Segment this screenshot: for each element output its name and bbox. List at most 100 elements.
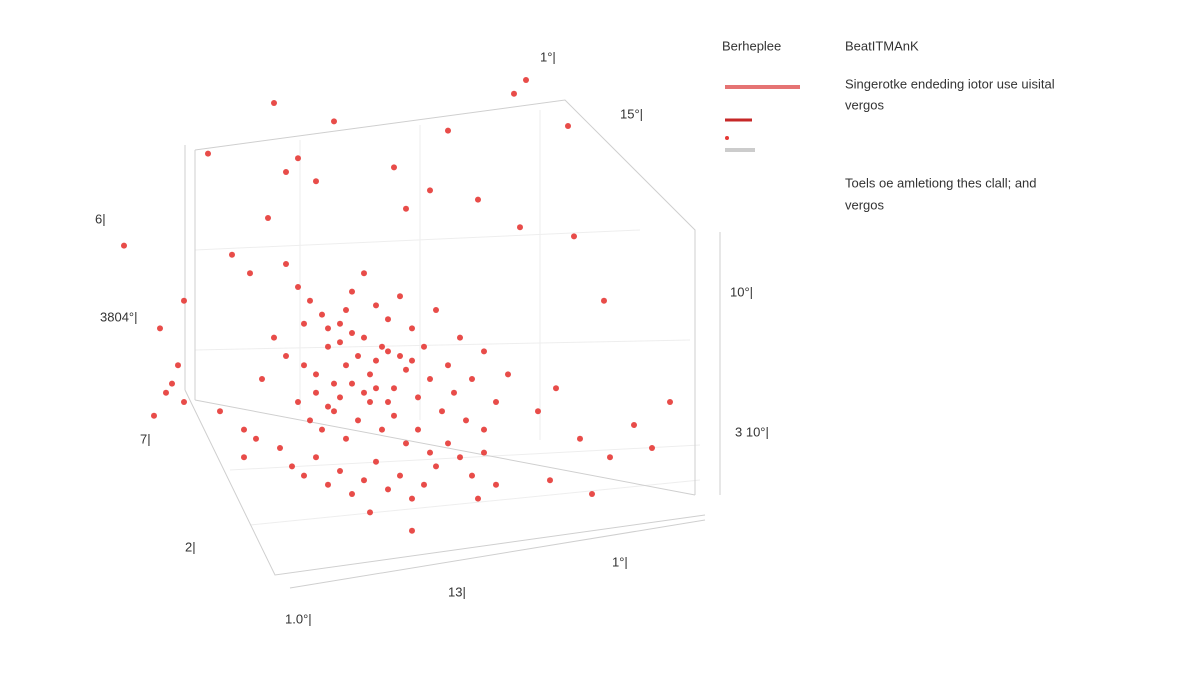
point [511, 90, 517, 97]
point [343, 307, 349, 313]
point [313, 371, 319, 378]
point [577, 435, 583, 442]
point [481, 348, 487, 355]
point [343, 362, 349, 369]
point [337, 320, 343, 327]
point [535, 408, 541, 415]
point [601, 297, 607, 304]
point [217, 408, 223, 415]
point [409, 357, 415, 364]
point [349, 380, 355, 387]
point [475, 495, 481, 502]
point [547, 477, 553, 484]
point [307, 297, 313, 304]
point [331, 118, 337, 125]
tick-label: 2| [185, 539, 196, 554]
point [241, 426, 247, 433]
point [181, 399, 187, 405]
tick-label: 3804°| [100, 309, 138, 324]
point [517, 224, 523, 231]
point [565, 123, 571, 129]
point [385, 348, 391, 355]
point [313, 454, 319, 461]
point [313, 389, 319, 396]
axes-frame [184, 99, 721, 589]
legend-swatch [725, 136, 729, 140]
legend: Berheplee BeatITMAnK Singerotke endeding… [722, 38, 1055, 212]
point [367, 509, 373, 516]
point [391, 412, 397, 419]
point [259, 376, 265, 382]
point [649, 445, 655, 451]
point [361, 477, 367, 484]
point [325, 343, 331, 350]
point [403, 366, 409, 373]
point [349, 288, 355, 295]
point [289, 463, 295, 470]
point [445, 362, 451, 369]
point [283, 261, 289, 267]
point [385, 399, 391, 405]
point [355, 353, 361, 359]
tick-label: 10°| [730, 284, 753, 299]
point [421, 343, 427, 350]
point [295, 284, 301, 290]
point [391, 385, 397, 392]
legend-text: Singerotke endeding iotor use uisital [845, 76, 1055, 91]
point [379, 343, 385, 350]
points [121, 77, 673, 534]
point [277, 445, 283, 451]
point [445, 440, 451, 447]
tick-label: 15°| [620, 106, 643, 121]
point [361, 334, 367, 341]
point [343, 435, 349, 442]
point [271, 334, 277, 341]
point [409, 527, 415, 534]
point [391, 164, 397, 171]
point [457, 334, 463, 341]
point [355, 417, 361, 424]
point [175, 362, 181, 369]
point [319, 426, 325, 433]
point [385, 486, 391, 493]
legend-text: vergos [845, 197, 885, 212]
point [169, 380, 175, 387]
point [367, 371, 373, 378]
legend-heading: BeatITMAnK [845, 38, 919, 53]
point [403, 440, 409, 447]
point [415, 426, 421, 433]
point [337, 339, 343, 346]
point [481, 426, 487, 433]
point [349, 491, 355, 497]
point [409, 495, 415, 502]
point [295, 399, 301, 405]
point [667, 399, 673, 405]
point [307, 417, 313, 424]
point [397, 293, 403, 300]
point [463, 417, 469, 424]
point [121, 242, 127, 249]
tick-label: 7| [140, 431, 151, 446]
tick-label: 6| [95, 211, 106, 226]
point [397, 353, 403, 359]
point [301, 362, 307, 369]
point [241, 454, 247, 461]
point [523, 77, 529, 83]
point [445, 127, 451, 134]
point [373, 302, 379, 309]
point [493, 399, 499, 405]
point [607, 454, 613, 461]
point [337, 468, 343, 474]
point [247, 270, 253, 277]
point [415, 394, 421, 401]
point [325, 403, 331, 410]
point [457, 454, 463, 461]
point [157, 325, 163, 332]
point [283, 353, 289, 359]
point [373, 385, 379, 392]
point [571, 233, 577, 240]
point [319, 311, 325, 318]
point [301, 472, 307, 479]
point [331, 408, 337, 415]
